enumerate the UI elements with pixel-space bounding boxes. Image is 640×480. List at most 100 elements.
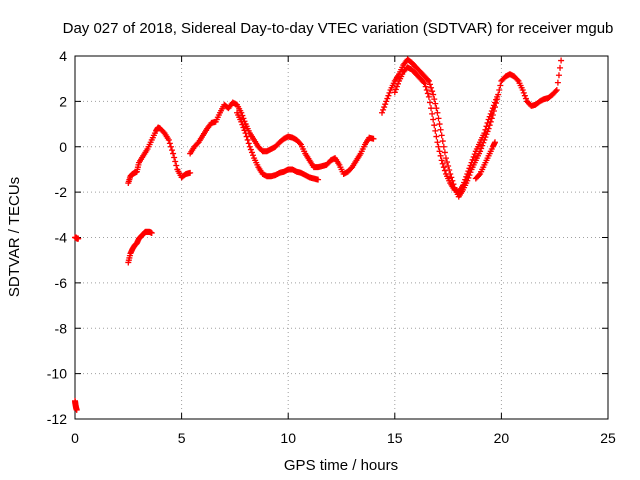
x-axis-label: GPS time / hours (284, 457, 398, 474)
data-points (72, 56, 565, 413)
data-point (489, 105, 496, 112)
data-point (467, 162, 474, 169)
data-point (460, 182, 467, 189)
data-point (171, 154, 178, 161)
data-point (466, 165, 473, 172)
data-point (172, 158, 179, 165)
axis-ticks: 0 5 10 15 20 25 -12 -10 -8 -6 -4 -2 0 2 4 (47, 48, 616, 446)
data-point (492, 139, 499, 146)
data-point (440, 143, 447, 150)
data-point (244, 136, 251, 143)
data-point (392, 86, 399, 93)
data-point (488, 108, 495, 115)
data-point (426, 81, 433, 88)
data-point (238, 118, 245, 125)
data-point (394, 80, 401, 87)
data-point (75, 235, 82, 242)
y-tick-label: -4 (55, 230, 68, 246)
data-point (386, 89, 393, 96)
data-point (432, 127, 439, 134)
data-point (483, 123, 490, 130)
data-point (425, 93, 432, 100)
data-point (519, 87, 526, 94)
data-point (243, 133, 250, 140)
data-point (476, 172, 483, 179)
data-point (428, 105, 435, 112)
data-point (437, 152, 444, 159)
x-tick-label: 5 (178, 430, 186, 446)
data-point (554, 79, 561, 86)
data-point (438, 132, 445, 139)
data-point (482, 126, 489, 133)
data-point (420, 79, 427, 86)
data-point (471, 151, 478, 158)
data-point (445, 163, 452, 170)
data-point (557, 64, 564, 71)
data-point (440, 164, 447, 171)
data-point (522, 95, 529, 102)
data-point (428, 84, 435, 91)
data-point (435, 115, 442, 122)
data-point (469, 156, 476, 163)
data-point (436, 148, 443, 155)
data-point (439, 160, 446, 167)
data-point (167, 143, 174, 150)
data-point (384, 95, 391, 102)
data-point (442, 155, 449, 162)
data-point (383, 98, 390, 105)
data-point (484, 119, 491, 126)
data-point (462, 176, 469, 183)
data-point (553, 87, 560, 94)
data-point (490, 102, 497, 109)
data-point (441, 149, 448, 156)
data-point (247, 146, 254, 153)
data-point (169, 147, 176, 154)
data-point (370, 135, 377, 142)
y-tick-label: 0 (59, 139, 67, 155)
data-point (379, 109, 386, 116)
data-point (431, 122, 438, 129)
y-tick-label: -2 (55, 184, 68, 200)
data-point (479, 142, 486, 149)
data-point (421, 80, 428, 87)
x-tick-label: 15 (387, 430, 403, 446)
data-point (242, 130, 249, 137)
x-tick-label: 0 (71, 430, 79, 446)
data-point (485, 116, 492, 123)
data-point (381, 104, 388, 111)
data-point (248, 149, 255, 156)
data-point (239, 121, 246, 128)
data-point (170, 150, 177, 157)
data-point (165, 136, 172, 143)
data-point (385, 92, 392, 99)
data-point (187, 169, 194, 176)
data-point (423, 87, 430, 94)
data-point (245, 140, 252, 147)
data-point (250, 152, 257, 159)
data-point (173, 162, 180, 169)
data-point (425, 77, 432, 84)
data-point (426, 99, 433, 106)
data-point (431, 96, 438, 103)
data-point (380, 106, 387, 113)
data-point (441, 167, 448, 174)
data-point (493, 96, 500, 103)
data-point (436, 121, 443, 128)
data-point (432, 100, 439, 107)
data-point (382, 101, 389, 108)
x-tick-label: 20 (494, 430, 510, 446)
y-tick-label: -8 (55, 320, 68, 336)
data-point (148, 229, 155, 236)
data-point (487, 110, 494, 117)
data-point (521, 92, 528, 99)
data-point (240, 115, 247, 122)
data-point (465, 168, 472, 175)
y-tick-label: 4 (59, 48, 67, 64)
data-point (470, 153, 477, 160)
data-point (448, 174, 455, 181)
data-point (461, 179, 468, 186)
data-point (429, 88, 436, 95)
data-point (437, 126, 444, 133)
grid-lines (75, 56, 608, 419)
y-tick-label: -12 (47, 411, 67, 427)
